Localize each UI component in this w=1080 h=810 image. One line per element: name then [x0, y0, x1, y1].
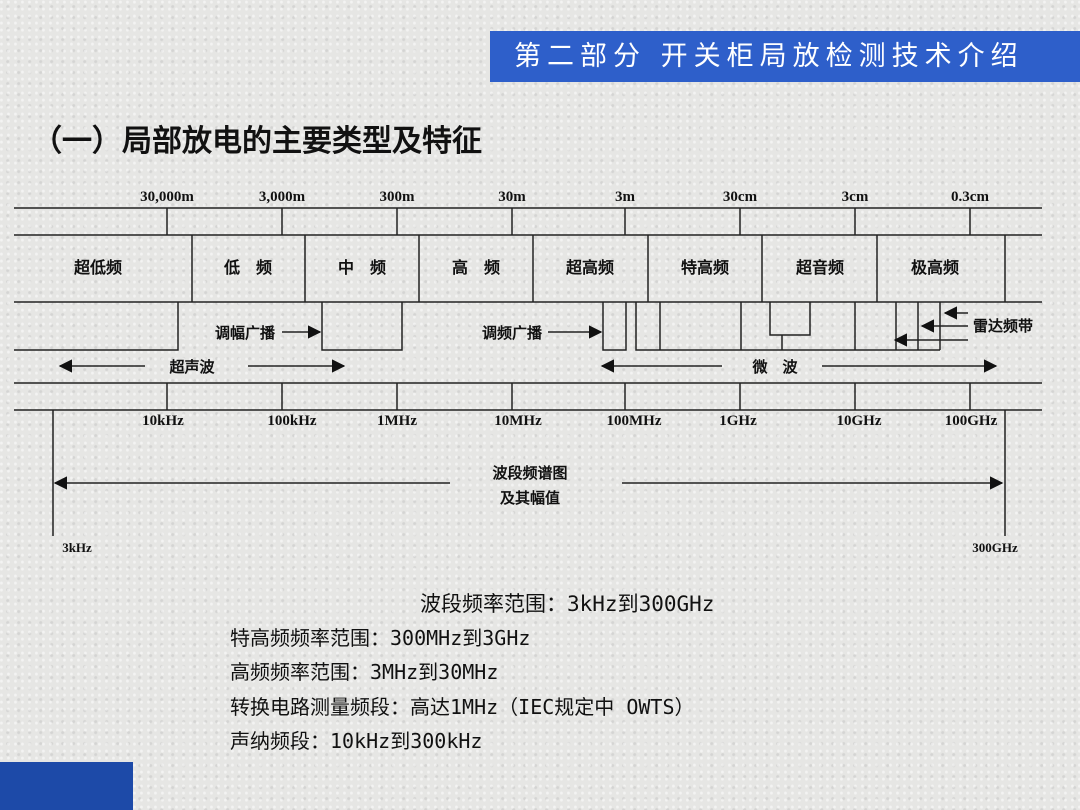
- spectrum-caption-line1: 波段频谱图: [492, 464, 567, 482]
- range-end-label: 300GHz: [972, 540, 1018, 555]
- page-title: （一）局部放电的主要类型及特征: [32, 124, 482, 159]
- frequency-label: 100MHz: [607, 413, 662, 429]
- frequency-label: 10kHz: [142, 413, 184, 429]
- am-broadcast-label: 调幅广播: [215, 324, 276, 342]
- wavelength-label: 0.3cm: [951, 189, 989, 205]
- note-line: 波段频率范围：3kHz到300GHz: [420, 592, 715, 616]
- band-label: 超低频: [73, 258, 122, 277]
- axis-labels: 30,000m 10kHz 3,000m 100kHz 300m 1MHz 30m 10MHz…: [73, 189, 998, 429]
- wavelength-label: 300m: [380, 189, 416, 205]
- band-label: 中 频: [338, 258, 386, 277]
- band-label: 极高频: [911, 258, 959, 277]
- section-title: 第二部分 开关柜局放检测技术介绍: [514, 41, 1024, 72]
- band-label: 超音频: [795, 258, 844, 277]
- section-header: 第二部分 开关柜局放检测技术介绍: [490, 31, 1080, 82]
- frequency-label: 1GHz: [719, 413, 757, 429]
- corner-decoration: [0, 762, 133, 810]
- tick-lines: [166, 208, 1006, 410]
- frequency-label: 100GHz: [945, 413, 998, 429]
- spectrum-caption-line2: 及其幅值: [500, 489, 560, 507]
- band-label: 高 频: [452, 258, 500, 277]
- range-start-label: 3kHz: [62, 540, 92, 555]
- fm-broadcast-label: 调频广播: [482, 324, 543, 342]
- band-label: 超高频: [565, 258, 614, 277]
- frequency-label: 100kHz: [267, 413, 317, 429]
- frequency-label: 10GHz: [837, 413, 882, 429]
- note-line: 转换电路测量频段：高达1MHz（IEC规定中 OWTS）: [230, 695, 695, 719]
- band-label: 特高频: [681, 258, 729, 277]
- radar-band-label: 雷达频带: [973, 317, 1033, 335]
- microwave-label: 微 波: [751, 358, 798, 376]
- wavelength-label: 30cm: [723, 189, 758, 205]
- wavelength-label: 30m: [498, 189, 526, 205]
- wavelength-label: 3m: [615, 189, 636, 205]
- note-line: 特高频频率范围：300MHz到3GHz: [230, 626, 531, 650]
- note-line: 声纳频段：10kHz到300kHz: [230, 729, 483, 753]
- note-line: 高频频率范围：3MHz到30MHz: [230, 660, 499, 684]
- grid-lines: [14, 207, 1042, 411]
- frequency-label: 1MHz: [377, 413, 417, 429]
- wavelength-label: 3,000m: [259, 189, 306, 205]
- wavelength-label: 30,000m: [140, 189, 194, 205]
- ultrasonic-label: 超声波: [168, 358, 215, 376]
- frequency-label: 10MHz: [494, 413, 542, 429]
- wavelength-label: 3cm: [842, 189, 869, 205]
- band-label: 低 频: [223, 258, 272, 277]
- broadcast-row: [14, 302, 1006, 536]
